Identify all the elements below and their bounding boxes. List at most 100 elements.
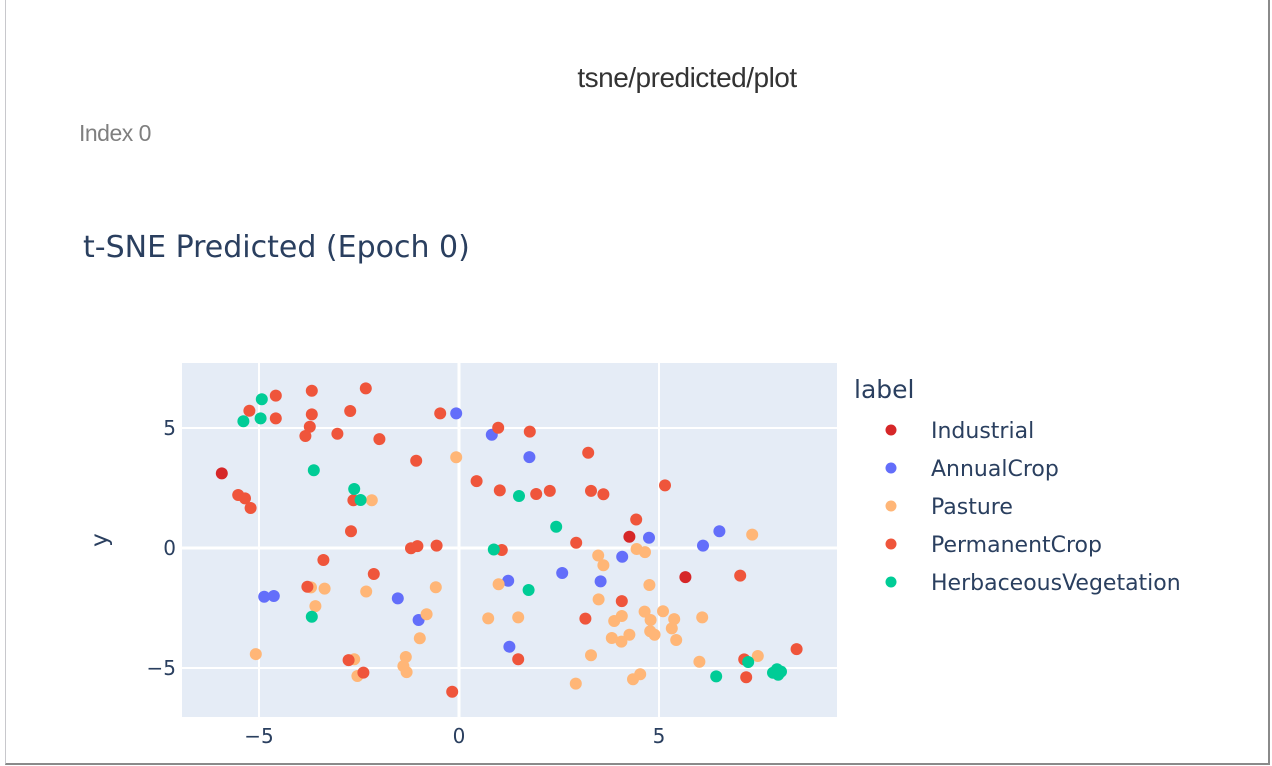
data-point[interactable]	[367, 568, 380, 580]
data-point[interactable]	[502, 574, 515, 587]
data-point[interactable]	[305, 610, 318, 623]
data-point[interactable]	[244, 502, 257, 514]
data-point[interactable]	[239, 492, 251, 505]
data-point[interactable]	[492, 421, 505, 434]
data-point[interactable]	[742, 656, 755, 668]
data-point[interactable]	[400, 666, 413, 679]
data-point[interactable]	[318, 582, 331, 595]
data-point[interactable]	[579, 612, 592, 625]
data-point[interactable]	[659, 479, 671, 492]
data-point[interactable]	[513, 490, 525, 502]
data-point[interactable]	[446, 685, 459, 698]
data-point[interactable]	[345, 525, 357, 538]
data-point[interactable]	[594, 575, 607, 588]
data-point[interactable]	[670, 634, 683, 646]
data-point[interactable]	[267, 590, 280, 602]
data-point[interactable]	[342, 654, 355, 667]
data-point[interactable]	[301, 580, 314, 593]
legend-item[interactable]: AnnualCrop	[885, 457, 1059, 482]
data-point[interactable]	[697, 539, 709, 552]
data-point[interactable]	[643, 579, 656, 591]
data-point[interactable]	[331, 427, 344, 440]
data-point[interactable]	[605, 632, 618, 644]
data-point[interactable]	[648, 628, 661, 641]
data-point[interactable]	[615, 635, 628, 648]
data-point[interactable]	[360, 585, 373, 598]
data-point[interactable]	[391, 592, 404, 605]
data-point[interactable]	[630, 513, 643, 526]
data-point[interactable]	[597, 488, 610, 501]
data-point[interactable]	[317, 554, 330, 566]
data-point[interactable]	[237, 415, 250, 428]
data-point[interactable]	[487, 543, 500, 556]
data-point[interactable]	[249, 648, 262, 661]
data-point[interactable]	[492, 578, 505, 591]
data-point[interactable]	[512, 611, 525, 624]
data-point[interactable]	[354, 494, 367, 506]
data-point[interactable]	[522, 584, 535, 596]
data-point[interactable]	[305, 408, 318, 421]
data-point[interactable]	[550, 520, 563, 533]
data-point[interactable]	[429, 581, 442, 594]
data-point[interactable]	[258, 590, 271, 603]
data-point[interactable]	[420, 608, 433, 621]
data-point[interactable]	[569, 677, 582, 690]
data-point[interactable]	[592, 549, 605, 562]
legend-item[interactable]: Pasture	[885, 495, 1013, 520]
data-point[interactable]	[523, 451, 536, 464]
data-point[interactable]	[592, 593, 605, 606]
data-point[interactable]	[746, 528, 759, 541]
data-point[interactable]	[359, 382, 372, 395]
data-point[interactable]	[638, 605, 651, 618]
data-point[interactable]	[255, 393, 268, 406]
data-point[interactable]	[615, 595, 628, 608]
data-point[interactable]	[348, 483, 361, 495]
data-point[interactable]	[751, 650, 764, 662]
data-point[interactable]	[608, 615, 621, 627]
data-point[interactable]	[710, 670, 723, 683]
plot-area[interactable]	[182, 363, 837, 717]
data-point[interactable]	[668, 613, 681, 626]
data-point[interactable]	[269, 389, 282, 402]
data-point[interactable]	[644, 614, 657, 626]
data-point[interactable]	[665, 622, 678, 635]
data-point[interactable]	[344, 405, 357, 417]
data-point[interactable]	[399, 651, 412, 663]
data-point[interactable]	[215, 467, 228, 480]
data-point[interactable]	[570, 536, 583, 549]
data-point[interactable]	[679, 571, 692, 584]
data-point[interactable]	[410, 454, 423, 467]
data-point[interactable]	[790, 643, 803, 656]
data-point[interactable]	[307, 464, 320, 477]
data-point[interactable]	[627, 673, 639, 686]
data-point[interactable]	[450, 451, 463, 464]
data-point[interactable]	[657, 605, 669, 618]
data-point[interactable]	[434, 407, 447, 420]
data-point[interactable]	[597, 559, 610, 572]
data-point[interactable]	[616, 550, 629, 563]
data-point[interactable]	[556, 567, 569, 579]
data-point[interactable]	[623, 628, 636, 641]
data-point[interactable]	[493, 484, 506, 497]
data-point[interactable]	[482, 612, 495, 625]
data-point[interactable]	[713, 525, 726, 538]
data-point[interactable]	[512, 653, 525, 666]
data-point[interactable]	[269, 412, 282, 425]
data-point[interactable]	[585, 484, 597, 497]
data-point[interactable]	[585, 649, 597, 662]
data-point[interactable]	[299, 430, 312, 442]
data-point[interactable]	[696, 611, 709, 624]
data-point[interactable]	[357, 666, 370, 679]
data-point[interactable]	[734, 569, 747, 582]
data-point[interactable]	[365, 494, 378, 507]
data-point[interactable]	[411, 540, 424, 553]
data-point[interactable]	[413, 632, 426, 645]
data-point[interactable]	[772, 668, 785, 681]
data-point[interactable]	[523, 425, 536, 438]
data-point[interactable]	[530, 488, 543, 500]
data-point[interactable]	[543, 484, 556, 497]
data-point[interactable]	[503, 640, 516, 653]
data-point[interactable]	[254, 412, 267, 425]
data-point[interactable]	[740, 671, 753, 684]
